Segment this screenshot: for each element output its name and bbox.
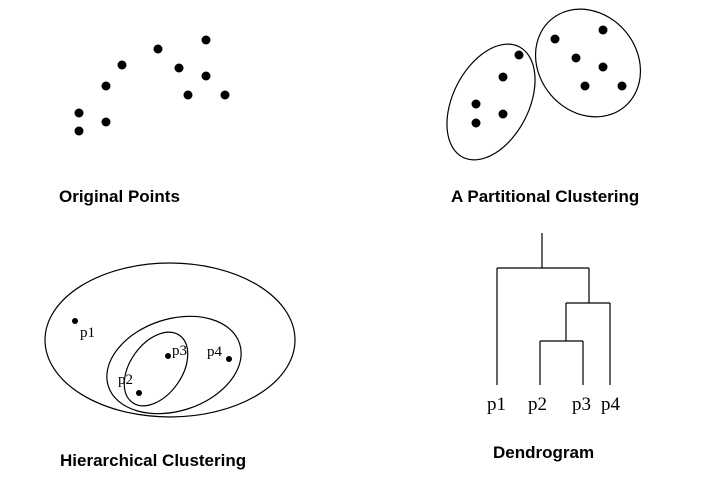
label-p4: p4: [207, 344, 223, 360]
data-point: [101, 117, 111, 127]
dendrogram-tree: [496, 233, 611, 385]
panel-hierarchical-clustering: p1 p2 p3 p4 Hierarchical Clustering: [44, 262, 296, 470]
label-p1: p1: [80, 325, 95, 341]
data-point: [571, 53, 581, 63]
data-point: [617, 81, 627, 91]
cluster-ellipse-left: [446, 43, 536, 161]
panel-dendrogram: p1 p2 p3 p4 Dendrogram: [487, 233, 621, 462]
cluster-ellipse-middle: [106, 315, 242, 415]
label-p2: p2: [118, 372, 133, 388]
dendrogram-leaf-p4: p4: [601, 394, 621, 415]
cluster-ellipse-inner: [123, 331, 189, 407]
data-point: [550, 34, 560, 44]
data-point: [580, 81, 590, 91]
caption-original-points: Original Points: [59, 187, 180, 206]
data-point: [598, 62, 608, 72]
point-p4: [226, 356, 232, 362]
data-point: [101, 81, 111, 91]
caption-dendrogram: Dendrogram: [493, 443, 594, 462]
data-point: [220, 90, 230, 100]
data-point: [183, 90, 193, 100]
dendrogram-leaf-p1: p1: [487, 394, 506, 415]
partitional-points-right: [550, 25, 627, 91]
data-point: [598, 25, 608, 35]
partitional-points-left: [471, 50, 524, 128]
original-points-scatter: [74, 35, 230, 136]
dendrogram-leaf-p2: p2: [528, 394, 547, 415]
cluster-ellipse-right: [534, 8, 642, 118]
caption-hierarchical-clustering: Hierarchical Clustering: [60, 451, 246, 470]
panel-partitional-clustering: A Partitional Clustering: [446, 8, 642, 206]
data-point: [498, 72, 508, 82]
dendrogram-leaf-p3: p3: [572, 394, 591, 415]
cluster-ellipse-outer: [44, 262, 296, 418]
label-p3: p3: [172, 343, 187, 359]
point-p1: [72, 318, 78, 324]
data-point: [74, 108, 84, 118]
point-p3: [165, 353, 171, 359]
data-point: [117, 60, 127, 70]
caption-partitional-clustering: A Partitional Clustering: [451, 187, 639, 206]
panel-original-points: Original Points: [59, 35, 230, 206]
data-point: [514, 50, 524, 60]
data-point: [471, 118, 481, 128]
data-point: [498, 109, 508, 119]
data-point: [174, 63, 184, 73]
data-point: [471, 99, 481, 109]
data-point: [201, 71, 211, 81]
point-p2: [136, 390, 142, 396]
data-point: [153, 44, 163, 54]
data-point: [201, 35, 211, 45]
data-point: [74, 126, 84, 136]
